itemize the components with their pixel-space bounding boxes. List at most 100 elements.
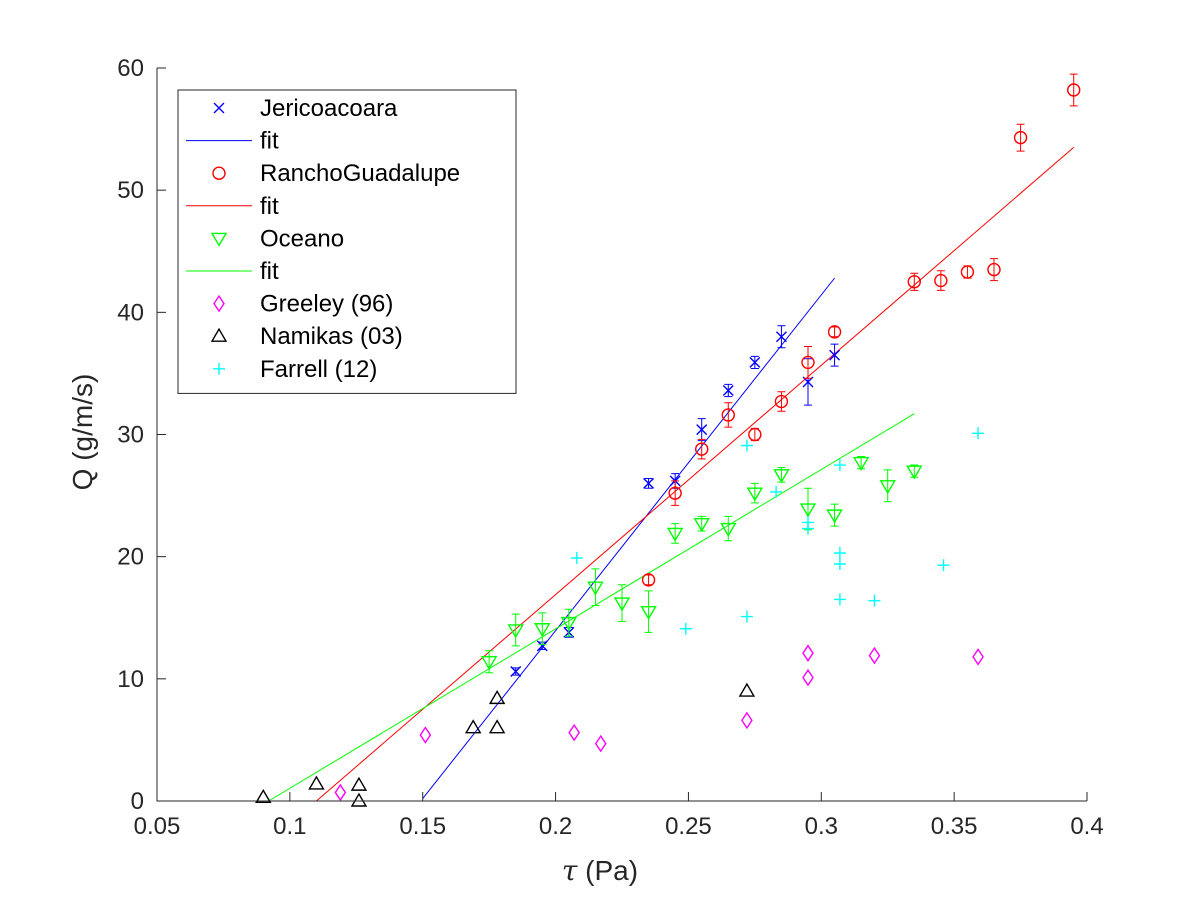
series-greeley-96 [334, 644, 984, 802]
error-bar-ranchoguadalupe-6 [804, 346, 812, 379]
legend-label-0: Jericoacoara [260, 95, 398, 122]
series-farrell-12 [570, 427, 985, 635]
x-tick-label-7: 0.4 [1070, 813, 1103, 840]
legend-entry-7: Namikas (03) [210, 323, 403, 350]
data-point-ranchoguadalupe-8 [907, 275, 921, 289]
legend-marker-oceano [210, 232, 228, 247]
x-tick-label-5: 0.3 [805, 813, 838, 840]
data-point-farrell-12-8 [833, 547, 846, 560]
data-point-jericoacoara-10 [829, 349, 841, 361]
legend-marker-namikas-03 [210, 327, 228, 342]
data-point-namikas-03-3 [350, 792, 368, 807]
data-point-ranchoguadalupe-13 [1067, 83, 1081, 97]
data-point-ranchoguadalupe-2 [695, 442, 709, 456]
data-point-farrell-12-13 [972, 427, 985, 440]
data-point-ranchoguadalupe-12 [1013, 130, 1028, 145]
error-bar-ranchoguadalupe-3 [724, 402, 733, 428]
data-point-oceano-0 [480, 656, 498, 671]
data-point-farrell-12-3 [740, 610, 753, 623]
legend-entry-3: fit [186, 193, 279, 220]
data-point-namikas-03-0 [255, 788, 272, 804]
legend-entry-4: Oceano [210, 225, 344, 252]
data-point-oceano-14 [852, 456, 870, 471]
data-point-oceano-13 [826, 509, 843, 524]
legend-label-3: fit [260, 193, 279, 220]
data-point-oceano-9 [720, 522, 737, 537]
data-point-jericoacoara-0 [510, 666, 522, 677]
legend-entry-1: fit [186, 128, 279, 155]
series-namikas-03 [255, 682, 756, 807]
legend-marker-greeley-96 [213, 294, 225, 313]
data-point-oceano-11 [773, 469, 790, 484]
error-bar-oceano-2 [538, 612, 547, 646]
data-point-farrell-12-11 [868, 594, 881, 607]
legend-marker-farrell-12 [213, 362, 225, 375]
data-point-farrell-12-12 [937, 559, 950, 572]
data-point-namikas-03-7 [738, 682, 756, 697]
y-tick-label-5: 50 [117, 177, 144, 204]
data-point-oceano-6 [640, 605, 657, 621]
fit-line-ranchoguadalupe [316, 147, 1075, 802]
x-axis-label-symbol: τ [562, 854, 578, 887]
data-point-ranchoguadalupe-4 [748, 427, 762, 442]
x-tick-label-6: 0.35 [931, 813, 978, 840]
data-point-namikas-03-2 [350, 776, 368, 791]
data-point-oceano-1 [507, 624, 524, 639]
data-point-oceano-16 [906, 465, 923, 480]
error-bar-oceano-3 [564, 608, 573, 637]
data-point-greeley-96-7 [868, 646, 881, 665]
y-tick-label-1: 10 [117, 666, 144, 693]
x-tick-label-2: 0.15 [399, 813, 446, 840]
data-point-jericoacoara-8 [775, 331, 787, 343]
plot-area [255, 73, 1081, 807]
data-point-greeley-96-5 [802, 644, 814, 662]
data-point-ranchoguadalupe-1 [668, 486, 682, 500]
legend: Jericoacoara fit RanchoGuadalupe fit Oceano f… [177, 89, 517, 394]
data-point-ranchoguadalupe-11 [987, 262, 1001, 277]
data-point-oceano-2 [534, 623, 551, 638]
data-point-greeley-96-4 [741, 711, 753, 730]
data-point-farrell-12-6 [802, 522, 814, 535]
y-tick-label-2: 20 [117, 544, 144, 571]
data-point-oceano-7 [666, 527, 684, 542]
y-tick-label-4: 40 [117, 299, 144, 326]
y-tick-label-3: 30 [117, 422, 144, 449]
data-point-farrell-12-4 [770, 485, 783, 498]
data-point-farrell-12-0 [570, 551, 583, 564]
x-axis-label: τ (Pa) [562, 854, 638, 887]
data-point-greeley-96-6 [802, 668, 814, 687]
data-point-oceano-8 [693, 517, 710, 533]
data-point-jericoacoara-3 [643, 477, 655, 489]
data-point-oceano-4 [587, 581, 604, 596]
data-point-ranchoguadalupe-0 [641, 573, 656, 587]
data-point-greeley-96-3 [594, 734, 607, 753]
y-axis-label: Q (g/m/s) [67, 374, 98, 491]
data-point-jericoacoara-6 [722, 385, 734, 397]
data-point-ranchoguadalupe-7 [827, 325, 842, 339]
data-point-namikas-03-6 [488, 719, 506, 734]
data-point-oceano-10 [746, 487, 764, 502]
legend-label-1: fit [260, 128, 279, 155]
data-point-ranchoguadalupe-6 [801, 355, 815, 370]
data-point-farrell-12-1 [679, 622, 692, 635]
legend-marker-jericoacoara [213, 102, 225, 114]
data-point-namikas-03-1 [308, 775, 325, 790]
fit-line-oceano [268, 413, 915, 802]
data-point-namikas-03-4 [464, 719, 482, 734]
data-point-oceano-12 [799, 503, 817, 518]
data-point-ranchoguadalupe-5 [774, 394, 789, 409]
legend-entry-2: RanchoGuadalupe [212, 160, 460, 187]
fit-line-jericoacoara [422, 277, 835, 799]
legend-entry-6: Greeley (96) [213, 291, 393, 318]
error-bar-ranchoguadalupe-11 [990, 258, 998, 282]
x-tick-label-0: 0.05 [134, 813, 181, 840]
legend-marker-ranchoguadalupe [212, 166, 226, 180]
x-tick-label-4: 0.25 [665, 813, 712, 840]
legend-label-7: Namikas (03) [260, 323, 403, 350]
data-point-farrell-12-2 [740, 439, 753, 452]
legend-entry-8: Farrell (12) [213, 356, 377, 383]
series-ranchoguadalupe [641, 73, 1081, 587]
data-point-farrell-12-7 [833, 459, 846, 472]
error-bar-oceano-15 [883, 469, 892, 503]
data-point-ranchoguadalupe-10 [960, 265, 975, 279]
